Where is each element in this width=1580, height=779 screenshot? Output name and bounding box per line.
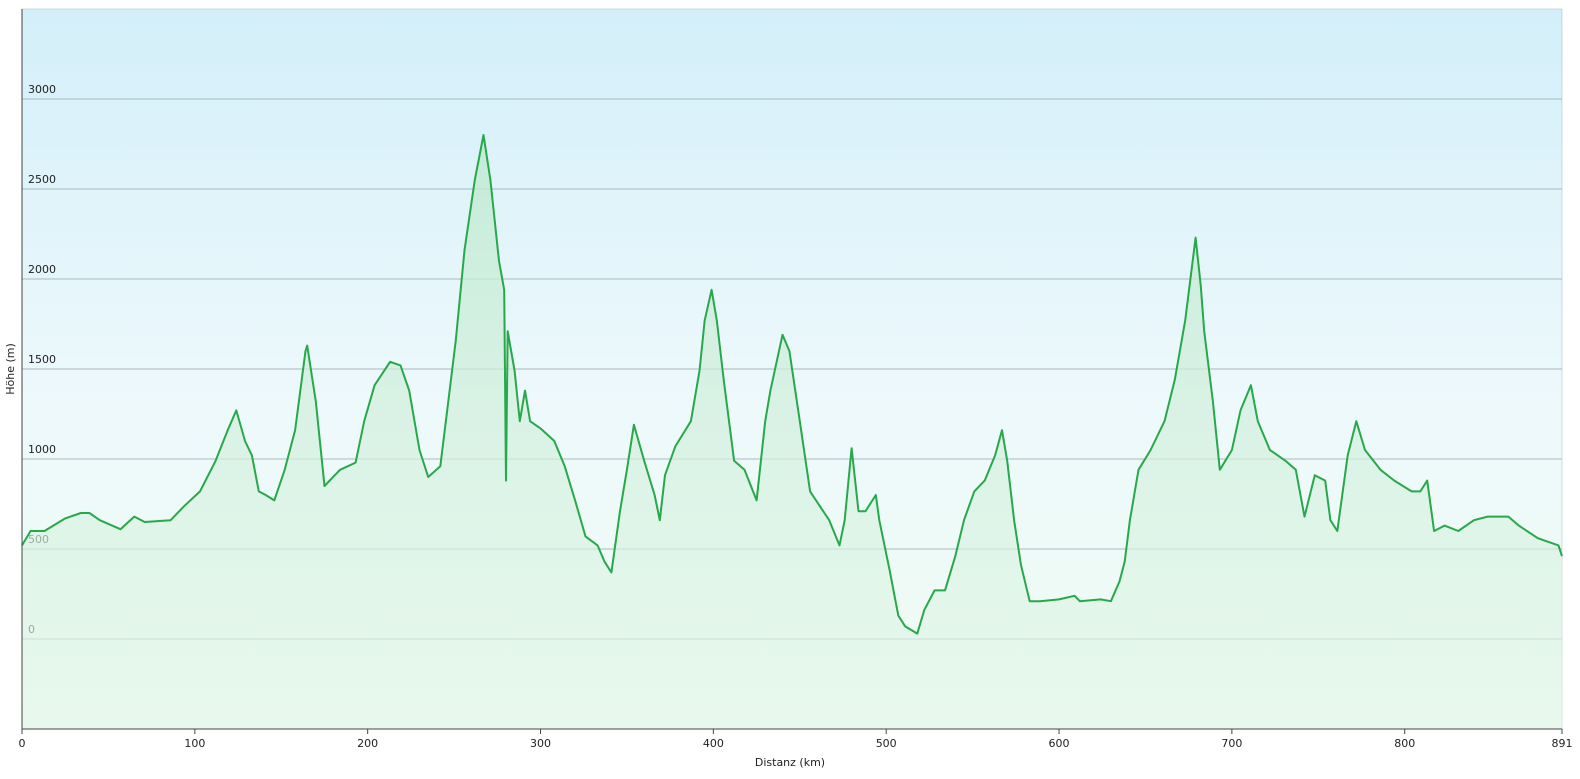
x-tick-label: 500	[876, 737, 897, 750]
x-tick-label: 800	[1394, 737, 1415, 750]
y-tick-label: 1500	[28, 353, 56, 366]
area-fill	[22, 135, 1562, 729]
x-tick-label: 100	[184, 737, 205, 750]
elevation-line	[21, 134, 1563, 635]
y-tick-label: 2500	[28, 173, 56, 186]
y-axis-label: Höhe (m)	[4, 343, 17, 395]
x-axis-label: Distanz (km)	[755, 756, 825, 769]
x-tick-label: 700	[1221, 737, 1242, 750]
x-tick-label: 300	[530, 737, 551, 750]
x-tick-label: 400	[703, 737, 724, 750]
x-tick-label: 891	[1552, 737, 1573, 750]
y-tick-label: 2000	[28, 263, 56, 276]
x-tick-label: 200	[357, 737, 378, 750]
x-tick-label: 600	[1049, 737, 1070, 750]
y-tick-label: 3000	[28, 83, 56, 96]
y-tick-label: 1000	[28, 443, 56, 456]
x-tick-label: 0	[19, 737, 26, 750]
